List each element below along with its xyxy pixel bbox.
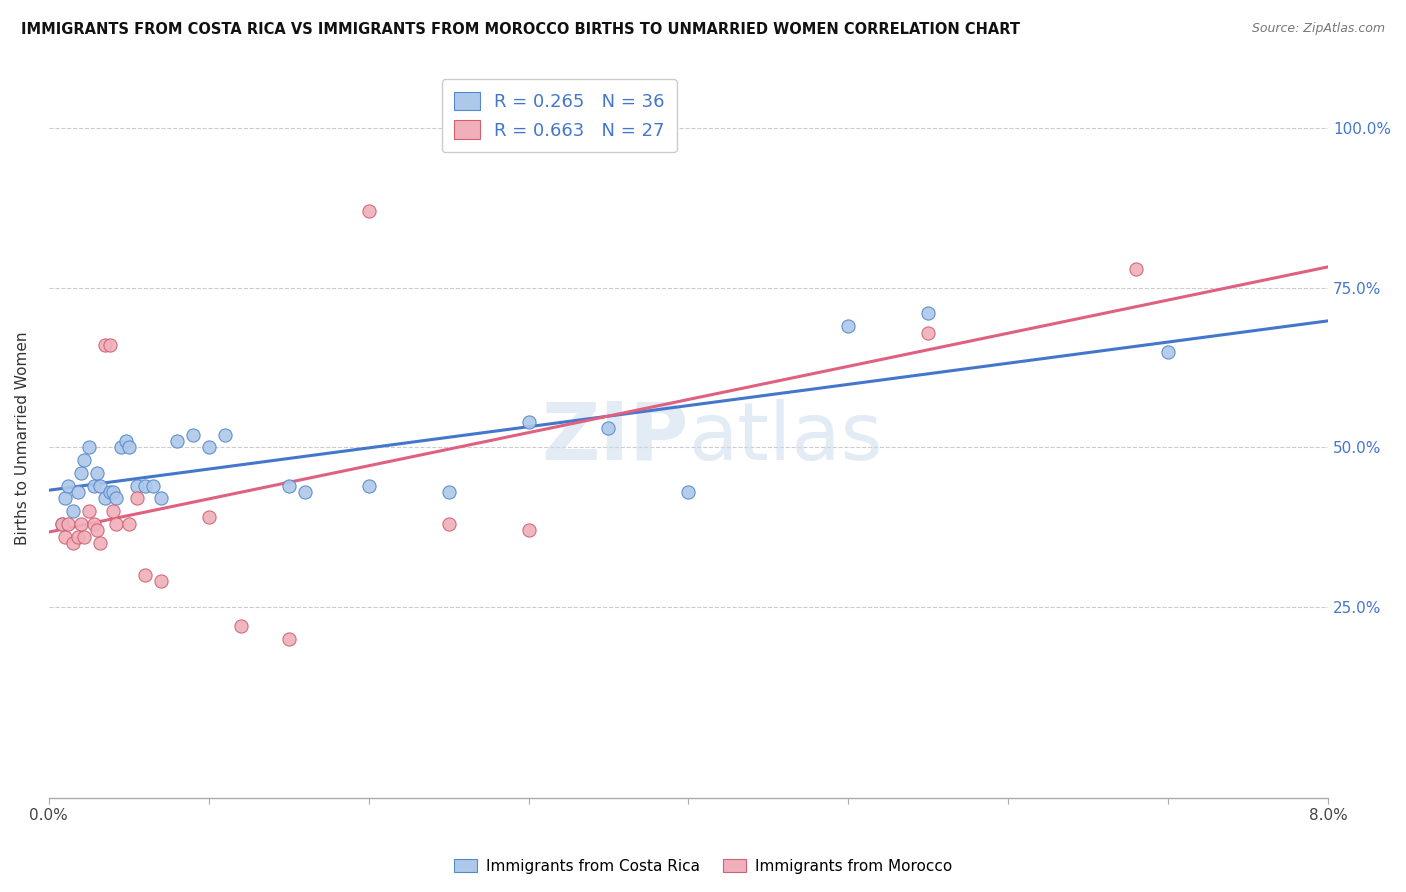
Point [277,478,299,492]
Point [104,491,127,506]
Text: ZIP: ZIP [541,399,689,476]
Point [114,434,136,448]
Point [104,516,127,531]
Point [294,485,316,500]
Legend: Immigrants from Costa Rica, Immigrants from Morocco: Immigrants from Costa Rica, Immigrants f… [447,853,959,880]
Point [83,478,105,492]
Point [917,326,939,340]
Point [86,466,108,480]
Point [83,516,105,531]
Point [517,523,540,537]
Point [598,421,620,435]
Point [101,485,124,500]
Point [149,574,172,589]
Point [93,491,115,506]
Point [62,536,84,550]
Point [181,427,204,442]
Point [142,478,165,492]
Point [89,536,111,550]
Point [1125,261,1147,276]
Point [229,619,252,633]
Point [149,491,172,506]
Point [66,530,89,544]
Point [56,478,79,492]
Point [357,204,380,219]
Point [837,319,859,334]
Point [437,485,460,500]
Point [214,427,236,442]
Legend: R = 0.265   N = 36, R = 0.663   N = 27: R = 0.265 N = 36, R = 0.663 N = 27 [441,79,678,153]
Point [197,510,219,524]
Point [73,530,96,544]
Point [125,478,148,492]
Point [678,485,700,500]
Point [77,504,100,518]
Point [166,434,188,448]
Point [917,306,939,320]
Text: atlas: atlas [689,399,883,476]
Point [93,338,115,352]
Point [89,478,111,492]
Point [56,516,79,531]
Point [125,491,148,506]
Point [517,415,540,429]
Point [197,440,219,454]
Point [1157,344,1180,359]
Point [69,516,91,531]
Point [53,530,76,544]
Point [98,485,121,500]
Point [53,491,76,506]
Point [101,504,124,518]
Point [134,567,156,582]
Point [69,466,91,480]
Point [66,485,89,500]
Point [134,478,156,492]
Point [98,338,121,352]
Text: Source: ZipAtlas.com: Source: ZipAtlas.com [1251,22,1385,36]
Point [437,516,460,531]
Point [277,632,299,646]
Point [118,440,141,454]
Point [51,516,73,531]
Point [118,516,141,531]
Y-axis label: Births to Unmarried Women: Births to Unmarried Women [15,331,30,544]
Point [62,504,84,518]
Point [51,516,73,531]
Point [357,478,380,492]
Point [73,453,96,467]
Point [86,523,108,537]
Text: IMMIGRANTS FROM COSTA RICA VS IMMIGRANTS FROM MOROCCO BIRTHS TO UNMARRIED WOMEN : IMMIGRANTS FROM COSTA RICA VS IMMIGRANTS… [21,22,1021,37]
Point [77,440,100,454]
Point [110,440,132,454]
